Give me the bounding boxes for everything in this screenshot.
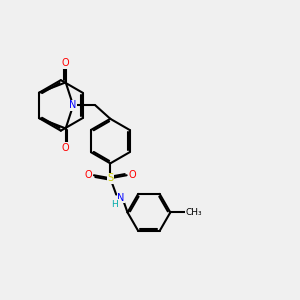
Text: O: O	[62, 143, 70, 153]
Text: S: S	[107, 173, 113, 183]
Text: O: O	[85, 170, 92, 180]
Text: H: H	[111, 200, 118, 208]
Text: O: O	[128, 170, 136, 180]
Text: N: N	[117, 193, 124, 202]
Text: O: O	[62, 58, 70, 68]
Text: N: N	[69, 100, 77, 110]
Text: CH₃: CH₃	[185, 208, 202, 217]
